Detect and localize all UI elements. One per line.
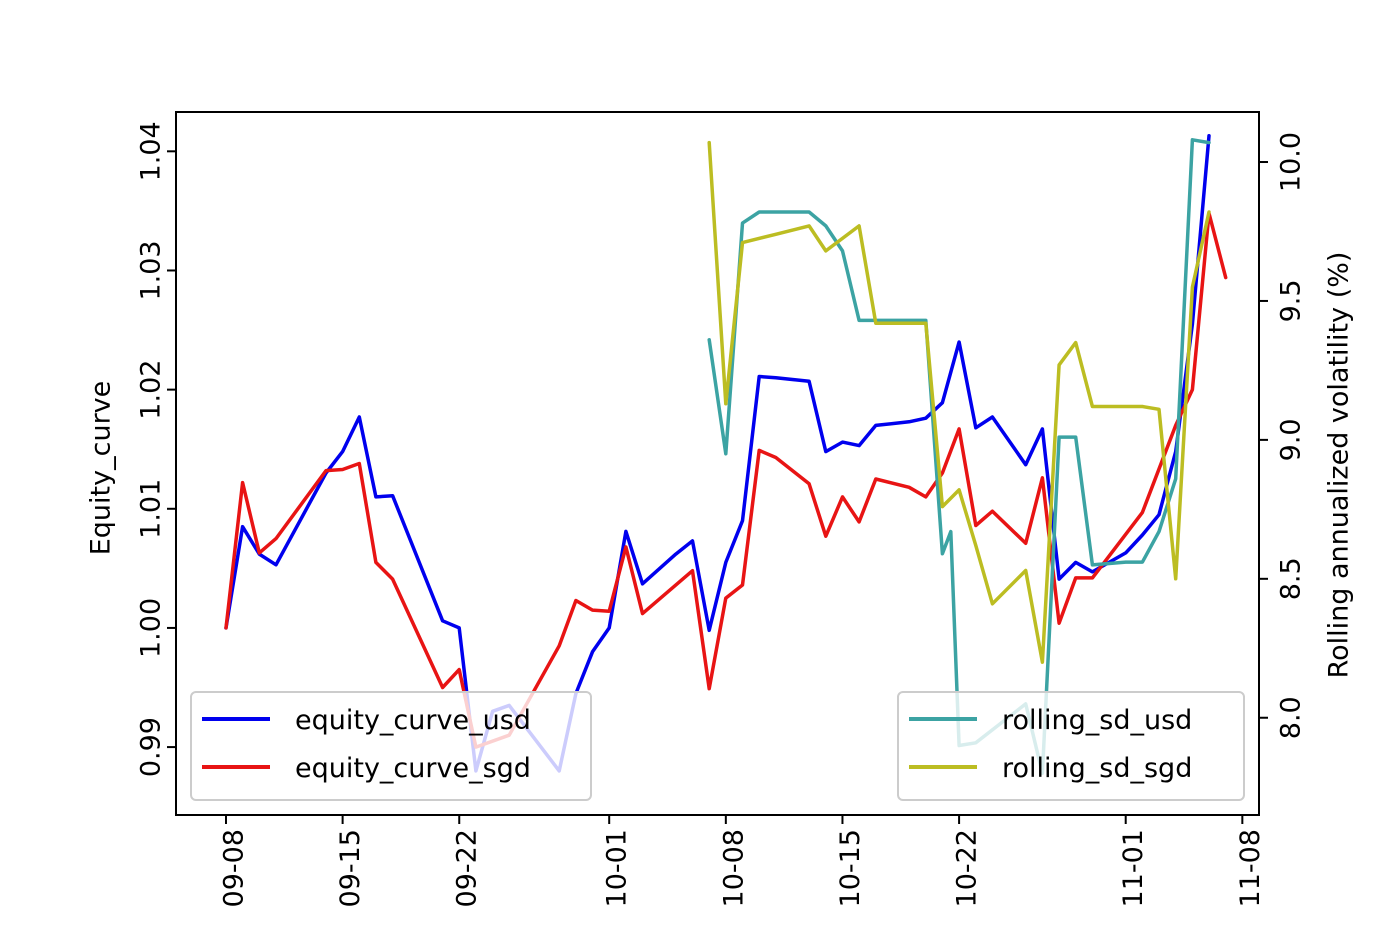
legend-right: rolling_sd_usd rolling_sd_sgd — [897, 691, 1245, 801]
legend-label-equity-sgd: equity_curve_sgd — [295, 753, 531, 784]
x-tick-label: 11-08 — [1235, 829, 1266, 907]
x-tick-label: 10-22 — [952, 829, 983, 907]
series-line-rolling-sd-usd — [707, 138, 1211, 776]
plot-frame — [175, 111, 1260, 816]
legend-label-rolling-sgd: rolling_sd_sgd — [1002, 753, 1192, 784]
y-tick-label-left: 0.99 — [136, 717, 167, 777]
x-axis: 09-08 09-15 09-22 10-01 10-08 10-15 10-22 11-01… — [218, 815, 1266, 907]
x-tick-label: 10-08 — [718, 829, 749, 907]
series-layer — [224, 134, 1228, 776]
y-tick-label-right: 9.5 — [1276, 279, 1307, 322]
x-tick-label: 09-22 — [452, 829, 483, 907]
y-tick-label-left: 1.00 — [136, 598, 167, 658]
y-tick-label-right: 8.0 — [1276, 696, 1307, 739]
legend-left: equity_curve_usd equity_curve_sgd — [190, 691, 592, 801]
y-axis-label-right: Rolling annualized volatility (%) — [1324, 252, 1355, 679]
y-tick-label-left: 1.03 — [136, 240, 167, 300]
x-tick-label: 11-01 — [1118, 829, 1149, 907]
x-tick-label: 10-15 — [835, 829, 866, 907]
x-tick-label: 10-01 — [602, 829, 633, 907]
legend-label-rolling-usd: rolling_sd_usd — [1002, 705, 1192, 736]
y-axis-label-left: Equity_curve — [86, 381, 117, 556]
y-tick-label-left: 1.02 — [136, 360, 167, 420]
x-tick-label: 09-15 — [335, 829, 366, 907]
series-line-equity-curve-usd — [224, 134, 1211, 773]
y-tick-label-right: 9.0 — [1276, 418, 1307, 461]
y-axis-right: 8.0 8.5 9.0 9.5 10.0 — [1259, 132, 1307, 739]
legend-left-box — [190, 691, 592, 801]
y-tick-label-right: 8.5 — [1276, 557, 1307, 600]
y-tick-label-left: 1.04 — [136, 121, 167, 181]
y-tick-label-left: 1.01 — [136, 479, 167, 539]
y-tick-label-right: 10.0 — [1276, 132, 1307, 192]
legend-right-box — [897, 691, 1245, 801]
legend-label-equity-usd: equity_curve_usd — [295, 705, 531, 736]
y-axis-left: 0.99 1.00 1.01 1.02 1.03 1.04 — [136, 121, 176, 777]
series-line-equity-curve-sgd — [224, 211, 1228, 749]
series-line-rolling-sd-sgd — [707, 140, 1211, 664]
x-tick-label: 09-08 — [218, 829, 249, 907]
